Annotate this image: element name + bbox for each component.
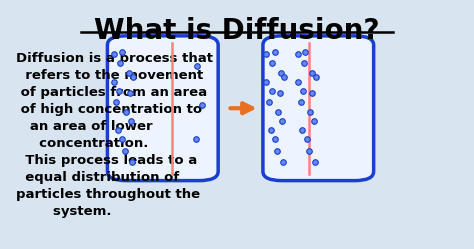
Text: What is Diffusion?: What is Diffusion? — [94, 17, 380, 46]
FancyArrowPatch shape — [230, 103, 252, 113]
FancyBboxPatch shape — [108, 36, 218, 181]
Text: Diffusion is a process that
  refers to the movement
 of particles from an area
: Diffusion is a process that refers to th… — [16, 52, 212, 218]
FancyBboxPatch shape — [263, 36, 374, 181]
